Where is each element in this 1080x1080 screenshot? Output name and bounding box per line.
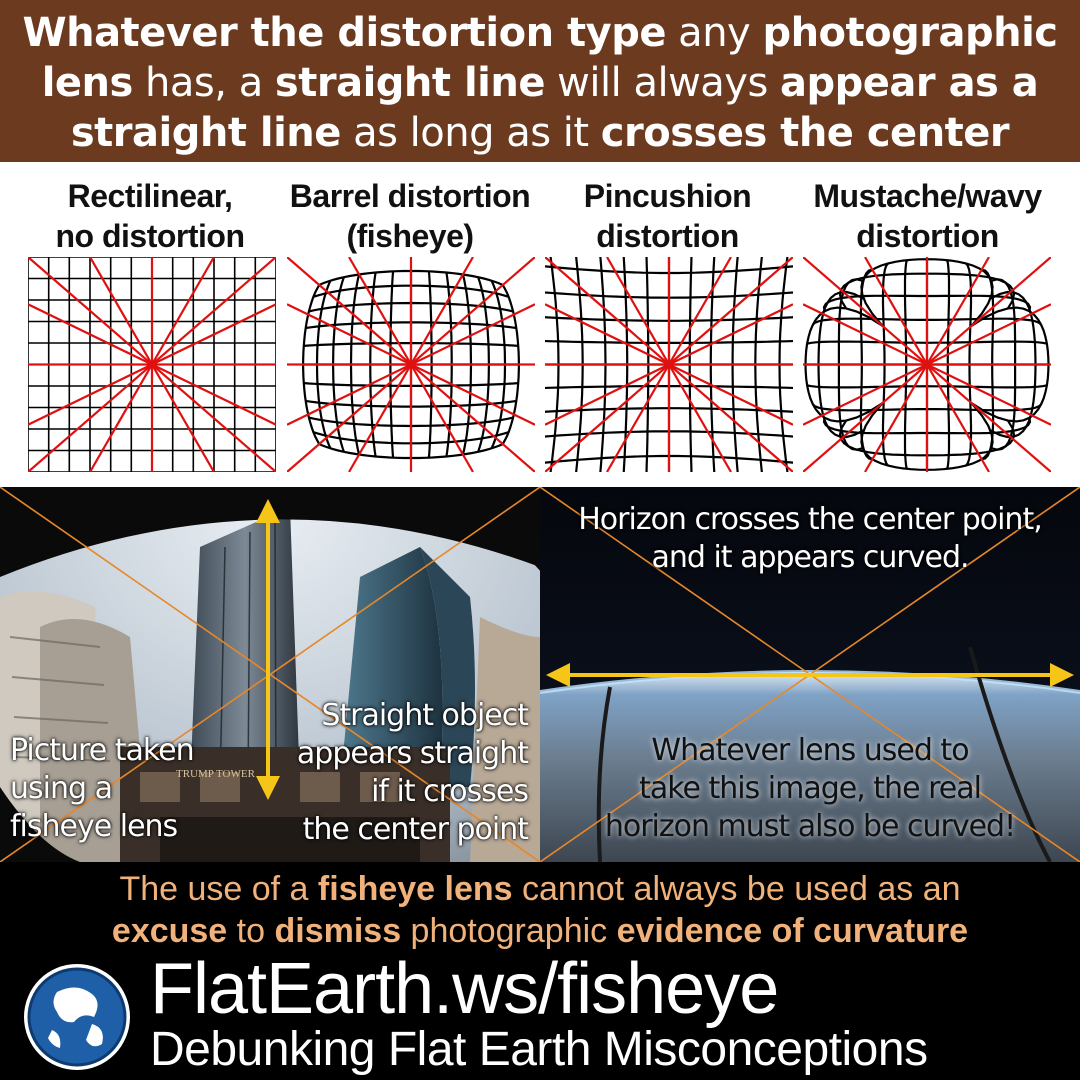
- header-segment: appear as a straight line: [70, 60, 1039, 156]
- horizontal-arrow: [546, 663, 1074, 687]
- header-segment: straight line: [274, 60, 546, 106]
- caption-segment: photographic: [401, 912, 617, 950]
- tagline: Debunking Flat Earth Misconceptions: [150, 1023, 928, 1076]
- header-segment: as long as it: [340, 110, 601, 156]
- horizon-photo: Horizon crosses the center point, and it…: [540, 487, 1080, 862]
- red-center-line: [287, 303, 535, 426]
- caption-segment: fisheye lens: [317, 870, 513, 908]
- caption-line-1: The use of a fisheye lens cannot always …: [0, 868, 1080, 910]
- caption-segment: evidence of curvature: [616, 912, 969, 950]
- header-segment: will always: [544, 60, 781, 106]
- note-horizon-curved: Horizon crosses the center point, and it…: [578, 502, 1043, 575]
- grid-wavy: [803, 257, 1051, 472]
- red-center-line: [28, 303, 276, 426]
- caption-segment: dismiss: [274, 912, 402, 950]
- header-segment: any: [665, 10, 763, 56]
- grid-label-barrel: Barrel distortion (fisheye): [289, 178, 531, 254]
- header-banner: Whatever the distortion type any photogr…: [0, 0, 1080, 206]
- caption-segment: cannot always be used as an: [512, 870, 961, 908]
- grid-label-pincushion: Pincushion distortion: [583, 178, 752, 254]
- red-center-line: [803, 303, 1051, 426]
- grid-barrel: [287, 257, 535, 472]
- caption-segment: excuse: [111, 912, 228, 950]
- note-straight-object: Straight object appears straight if it c…: [296, 698, 529, 847]
- header-segment: Whatever the distortion type: [22, 10, 666, 56]
- note-fisheye-lens: Picture taken using a fisheye lens: [10, 733, 195, 844]
- grid-label-wavy: Mustache/wavy distortion: [813, 178, 1042, 254]
- caption-segment: to: [227, 912, 275, 950]
- fisheye-city-photo: TRUMP TOWER Picture taken using a fishey…: [0, 487, 540, 862]
- caption: The use of a fisheye lens cannot always …: [0, 862, 1080, 954]
- footer: FlatEarth.ws/fisheye Debunking Flat Eart…: [0, 949, 1080, 1080]
- city-illustration: TRUMP TOWER: [0, 487, 540, 862]
- site-url[interactable]: FlatEarth.ws/fisheye: [150, 949, 779, 1029]
- header-segment: has, a: [132, 60, 275, 106]
- grid-pincushion: [545, 257, 793, 472]
- grid-rectilinear: [28, 257, 276, 472]
- globe-logo-icon: [24, 964, 130, 1070]
- header-text: Whatever the distortion type any photogr…: [0, 8, 1080, 208]
- red-center-line: [545, 303, 793, 426]
- distortion-grids-panel: Rectilinear, no distortion Barrel distor…: [0, 162, 1080, 487]
- header-segment: photographic lens: [41, 10, 1058, 106]
- grid-label-rectilinear: Rectilinear, no distortion: [55, 178, 245, 254]
- note-real-horizon: Whatever lens used to take this image, t…: [604, 733, 1016, 844]
- horizon-illustration: [540, 487, 1080, 862]
- caption-segment: The use of a: [119, 870, 318, 908]
- caption-line-2: excuse to dismiss photographic evidence …: [0, 910, 1080, 952]
- trump-tower-sign: TRUMP TOWER: [176, 768, 256, 780]
- vertical-arrow: [256, 499, 280, 800]
